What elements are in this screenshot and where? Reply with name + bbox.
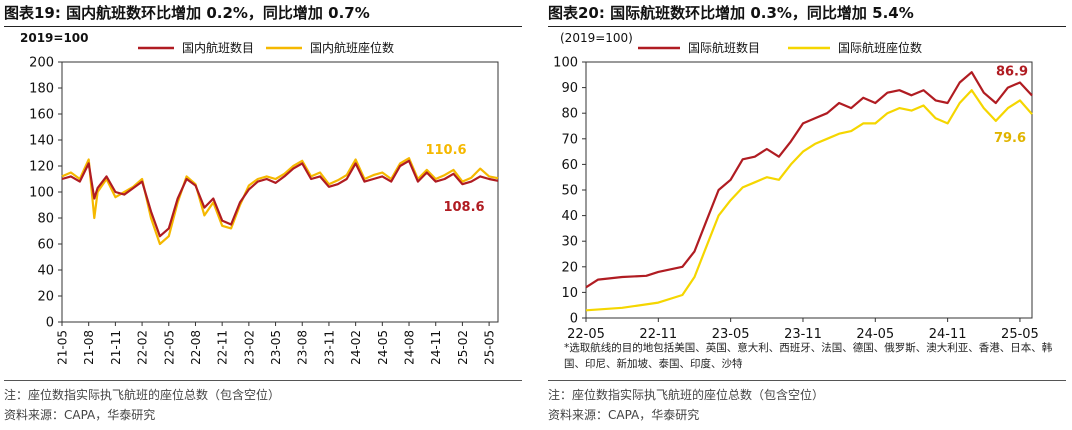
plot-frame bbox=[585, 61, 1033, 319]
series-line-0 bbox=[585, 71, 1033, 289]
chart-note: 注：座位数指实际执飞航班的座位总数（包含空位） bbox=[548, 388, 825, 402]
y-tick-label: 60 bbox=[37, 238, 54, 253]
x-tick-label: 22-08 bbox=[189, 330, 203, 365]
x-tick-label: 22-11 bbox=[216, 330, 230, 365]
chart-source: 资料来源：CAPA，华泰研究 bbox=[4, 408, 156, 422]
value-annotation: 110.6 bbox=[425, 143, 466, 158]
y-tick-label: 100 bbox=[553, 56, 578, 71]
figure-title: 图表20: 国际航班数环比增加 0.3%，同比增加 5.4% bbox=[548, 4, 914, 22]
title-divider bbox=[548, 26, 1066, 27]
x-tick-label: 22-11 bbox=[639, 327, 677, 342]
legend-label: 国际航班座位数 bbox=[838, 40, 922, 55]
x-tick-label: 24-05 bbox=[856, 327, 894, 342]
chart-panel-international: 图表20: 国际航班数环比增加 0.3%，同比增加 5.4% (2019=100… bbox=[544, 0, 1072, 430]
x-tick-label: 25-05 bbox=[483, 330, 497, 365]
x-tick-label: 25-02 bbox=[456, 330, 470, 365]
y-tick-label: 80 bbox=[561, 107, 578, 122]
value-annotation: 108.6 bbox=[443, 200, 484, 215]
x-tick-label: 22-05 bbox=[567, 327, 605, 342]
y-tick-label: 90 bbox=[561, 81, 578, 96]
international-flights-chart: (2019=100) 0 10 20 30 40 50 60 70 80 90 100 22-05 22-… bbox=[553, 31, 1039, 342]
value-annotation: 79.6 bbox=[994, 131, 1026, 146]
destinations-footnote: *选取航线的目的地包括美国、英国、意大利、西班牙、法国、德国、俄罗斯、澳大利亚、… bbox=[564, 342, 1053, 370]
figure-title: 图表19: 国内航班数环比增加 0.2%，同比增加 0.7% bbox=[4, 4, 370, 22]
y-axis-label: 2019=100 bbox=[20, 31, 89, 45]
domestic-flights-chart: 2019=100 0 20 40 60 80 100 120 140 160 180 200 21-05… bbox=[20, 31, 499, 365]
x-tick-label: 23-05 bbox=[269, 330, 283, 365]
x-tick-label: 23-11 bbox=[322, 330, 336, 365]
y-tick-label: 40 bbox=[37, 264, 54, 279]
y-tick-label: 20 bbox=[561, 260, 578, 275]
x-tick-label: 23-08 bbox=[296, 330, 310, 365]
y-tick-label: 100 bbox=[29, 186, 54, 201]
x-tick-label: 21-11 bbox=[109, 330, 123, 365]
legend-label: 国际航班数目 bbox=[688, 40, 760, 55]
legend-label: 国内航班座位数 bbox=[310, 40, 394, 55]
y-tick-label: 80 bbox=[37, 212, 54, 227]
x-tick-label: 24-02 bbox=[349, 330, 363, 365]
y-tick-label: 60 bbox=[561, 158, 578, 173]
x-tick-label: 22-05 bbox=[162, 330, 176, 365]
x-tick-label: 24-11 bbox=[929, 327, 967, 342]
y-tick-label: 140 bbox=[29, 134, 54, 149]
y-tick-label: 200 bbox=[29, 56, 54, 71]
x-tick-label: 25-05 bbox=[1001, 327, 1039, 342]
x-tick-label: 21-05 bbox=[56, 330, 70, 365]
y-tick-label: 70 bbox=[561, 132, 578, 147]
y-tick-label: 30 bbox=[561, 235, 578, 250]
chart-panel-domestic: 图表19: 国内航班数环比增加 0.2%，同比增加 0.7% 2019=100 0… bbox=[0, 0, 528, 430]
legend-label: 国内航班数目 bbox=[182, 40, 254, 55]
series-line-1 bbox=[585, 89, 1033, 312]
y-tick-label: 0 bbox=[570, 312, 578, 327]
x-tick-label: 24-08 bbox=[403, 330, 417, 365]
bottom-divider bbox=[548, 380, 1066, 381]
chart-note: 注：座位数指实际执飞航班的座位总数（包含空位） bbox=[4, 388, 281, 402]
y-tick-label: 20 bbox=[37, 290, 54, 305]
y-tick-label: 0 bbox=[46, 316, 54, 331]
x-tick-label: 24-05 bbox=[376, 330, 390, 365]
y-tick-label: 120 bbox=[29, 160, 54, 175]
x-tick-label: 24-11 bbox=[429, 330, 443, 365]
x-tick-label: 23-02 bbox=[242, 330, 256, 365]
series-line-0 bbox=[61, 159, 499, 238]
y-tick-label: 160 bbox=[29, 108, 54, 123]
x-tick-label: 22-02 bbox=[136, 330, 150, 365]
y-tick-label: 10 bbox=[561, 286, 578, 301]
x-tick-label: 23-11 bbox=[784, 327, 822, 342]
bottom-divider bbox=[4, 380, 522, 381]
x-tick-label: 23-05 bbox=[712, 327, 750, 342]
x-tick-label: 21-08 bbox=[82, 330, 96, 365]
y-tick-label: 50 bbox=[561, 184, 578, 199]
y-tick-label: 40 bbox=[561, 209, 578, 224]
chart-source: 资料来源：CAPA，华泰研究 bbox=[548, 408, 700, 422]
y-axis-label: (2019=100) bbox=[560, 31, 633, 45]
title-divider bbox=[4, 26, 522, 27]
series-line-1 bbox=[61, 157, 499, 246]
value-annotation: 86.9 bbox=[996, 65, 1028, 80]
y-tick-label: 180 bbox=[29, 82, 54, 97]
